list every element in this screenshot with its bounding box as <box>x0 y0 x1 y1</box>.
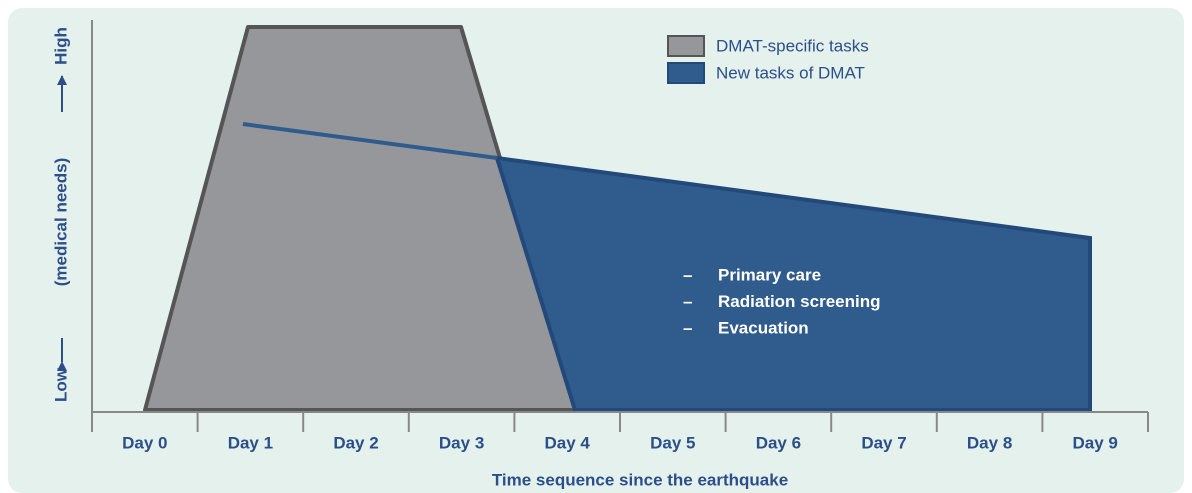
x-tick-label: Day 6 <box>756 433 801 452</box>
y-axis-low: Low <box>51 367 70 402</box>
task-label: Primary care <box>718 265 821 284</box>
legend-label: DMAT-specific tasks <box>716 36 869 55</box>
x-tick-label: Day 8 <box>967 433 1012 452</box>
legend-label: New tasks of DMAT <box>716 63 865 82</box>
x-tick-label: Day 4 <box>545 433 591 452</box>
x-tick-label: Day 9 <box>1073 433 1118 452</box>
y-axis-middle: (medical needs) <box>51 158 70 287</box>
x-tick-label: Day 7 <box>861 433 906 452</box>
task-label: Evacuation <box>718 318 809 337</box>
task-label: Radiation screening <box>718 292 880 311</box>
dmat-specific-area <box>143 25 577 412</box>
x-tick-label: Day 0 <box>122 433 167 452</box>
bullet: – <box>683 265 692 284</box>
x-tick-label: Day 1 <box>228 433 273 452</box>
new-tasks-line <box>242 122 498 160</box>
bullet: – <box>683 292 692 311</box>
new-tasks-area <box>494 155 1092 412</box>
x-tick-label: Day 5 <box>650 433 695 452</box>
y-axis-high: High <box>51 27 70 65</box>
x-tick-label: Day 3 <box>439 433 484 452</box>
bullet: – <box>683 318 692 337</box>
x-axis-title: Time sequence since the earthquake <box>492 470 788 489</box>
x-tick-label: Day 2 <box>333 433 378 452</box>
legend-swatch <box>667 62 705 84</box>
legend-swatch <box>667 35 705 57</box>
